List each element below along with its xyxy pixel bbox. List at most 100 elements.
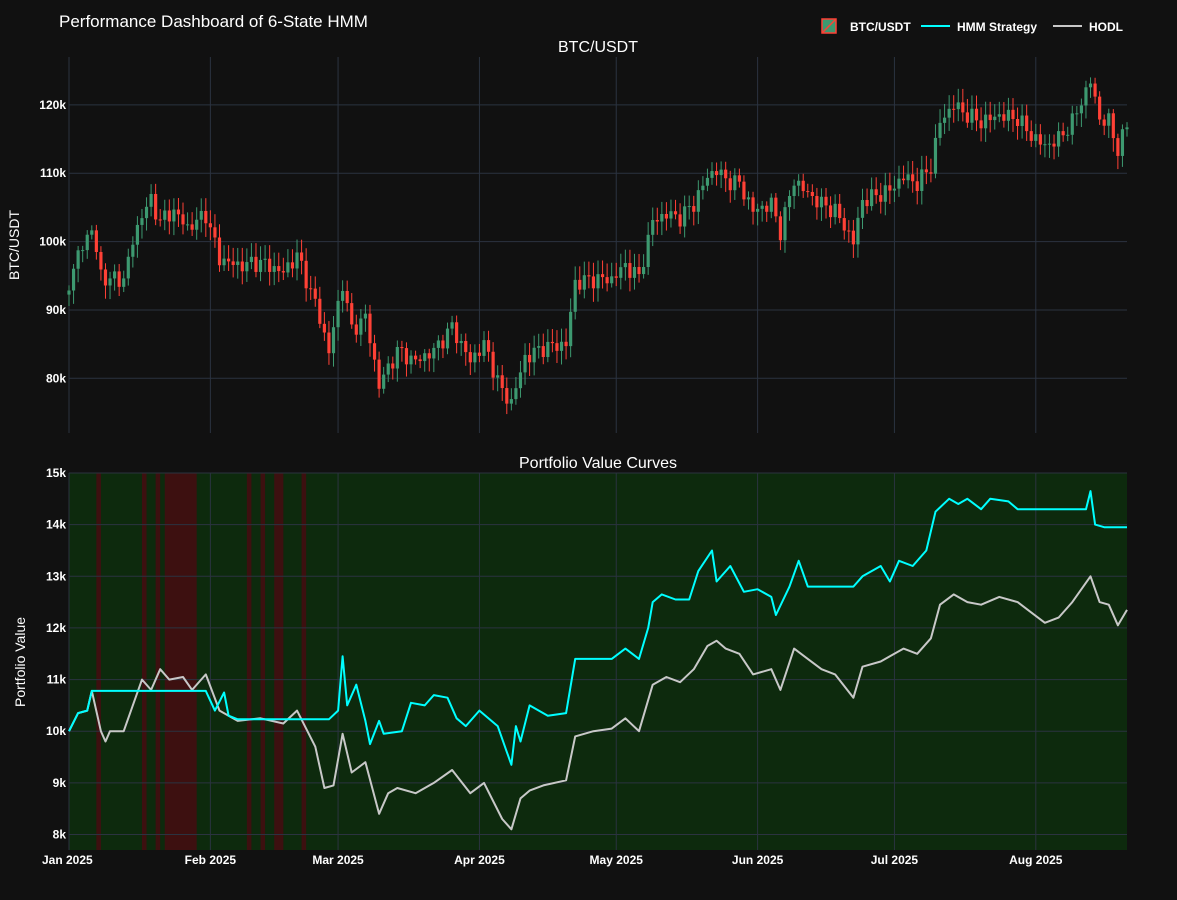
candle-body (947, 108, 951, 118)
candle-body (350, 303, 354, 325)
candle-body (528, 354, 532, 363)
candle-body (756, 208, 760, 212)
candle-body (473, 352, 477, 363)
candle-body (724, 169, 728, 179)
candle-body (309, 288, 313, 290)
candle-body (856, 217, 860, 245)
candle-body (386, 363, 390, 375)
candle-body (181, 214, 185, 225)
bear-regime-band (301, 473, 307, 850)
legend-item-hodl[interactable]: HODL (1053, 20, 1123, 34)
candle-body (281, 271, 285, 273)
candle-body (683, 206, 687, 227)
candle-body (336, 300, 340, 328)
candle-body (263, 258, 267, 260)
candle-body (619, 267, 623, 278)
hodl-line (68, 575, 1128, 831)
candle-body (240, 261, 244, 272)
y-tick-label: 13k (46, 569, 66, 583)
y-tick-label: 90k (46, 303, 66, 317)
candle-body (413, 355, 418, 360)
candle-body (459, 340, 463, 344)
candle-body (1011, 109, 1015, 119)
bear-regime-band (260, 473, 266, 850)
candle-body (1038, 134, 1042, 145)
x-tick-label: Feb 2025 (185, 853, 237, 867)
legend-item-hmm[interactable]: HMM Strategy (921, 20, 1037, 34)
candle-body (409, 355, 413, 365)
candle-body (797, 180, 801, 186)
candle-body (651, 220, 655, 235)
portfolio-x-ticks: Jan 2025 Feb 2025 Mar 2025 Apr 2025 May 2025… (42, 853, 1063, 867)
candle-body (573, 279, 577, 312)
candle-body (1070, 113, 1074, 135)
candle-body (254, 256, 258, 272)
x-tick-label: May 2025 (590, 853, 644, 867)
candle-body (888, 185, 892, 191)
candle-body (286, 262, 290, 273)
candle-body (117, 271, 121, 287)
candle-body (974, 108, 979, 121)
candle-body (678, 214, 682, 227)
candle-body (582, 275, 586, 290)
candle-body (427, 353, 431, 359)
candle-body (578, 279, 582, 290)
candle-body (341, 290, 345, 301)
candle-body (158, 219, 162, 221)
candle-body (140, 218, 144, 225)
candle-body (924, 169, 928, 173)
candle-body (354, 324, 358, 335)
candle-body (217, 237, 222, 266)
candle-body (769, 197, 773, 212)
candle-body (523, 354, 527, 373)
candle-body (85, 234, 89, 251)
candle-body (103, 269, 108, 286)
candle-body (920, 169, 924, 191)
candle-body (838, 203, 842, 219)
candle-body (290, 262, 295, 269)
y-tick-label: 10k (46, 724, 66, 738)
btc-grid (68, 57, 1127, 433)
candle-body (692, 206, 696, 212)
candle-body (445, 328, 450, 349)
candle-body (213, 227, 217, 238)
candle-body (824, 196, 828, 206)
x-tick-label: Apr 2025 (454, 853, 505, 867)
candle-body (965, 112, 969, 123)
candle-body (550, 341, 554, 344)
candle-body (1107, 113, 1111, 126)
candle-body (751, 197, 755, 212)
candle-body (299, 252, 304, 261)
candle-body (705, 177, 710, 186)
candle-body (828, 205, 833, 218)
y-tick-label: 110k (40, 166, 66, 180)
candle-body (144, 206, 149, 219)
portfolio-subplot-title: Portfolio Value Curves (519, 455, 677, 472)
candle-body (518, 372, 523, 389)
portfolio-lines (68, 490, 1128, 831)
btc-subplot-title: BTC/USDT (558, 39, 638, 56)
candle-body (1020, 115, 1024, 127)
candle-body (1043, 144, 1047, 146)
candle-body (94, 230, 98, 253)
candle-body (1057, 131, 1061, 147)
candle-body (1025, 115, 1029, 132)
btc-candles (67, 77, 1129, 415)
legend-item-btc[interactable]: BTC/USDT (821, 18, 911, 34)
candle-body (268, 258, 272, 272)
candle-body (628, 263, 632, 278)
candle-body (199, 210, 203, 220)
candle-body (90, 230, 94, 235)
candle-body (81, 250, 85, 252)
candle-body (860, 200, 865, 218)
candle-body (646, 234, 650, 268)
candle-body (195, 219, 199, 230)
bear-regime-band (274, 473, 284, 850)
candle-body (231, 261, 235, 265)
legend[interactable]: BTC/USDT HMM Strategy HODL (821, 18, 1123, 34)
candle-legend-icon-slash (821, 18, 837, 34)
candle-body (450, 322, 454, 329)
candle-body (486, 340, 491, 352)
candle-body (792, 185, 796, 196)
candle-body (1098, 96, 1102, 120)
